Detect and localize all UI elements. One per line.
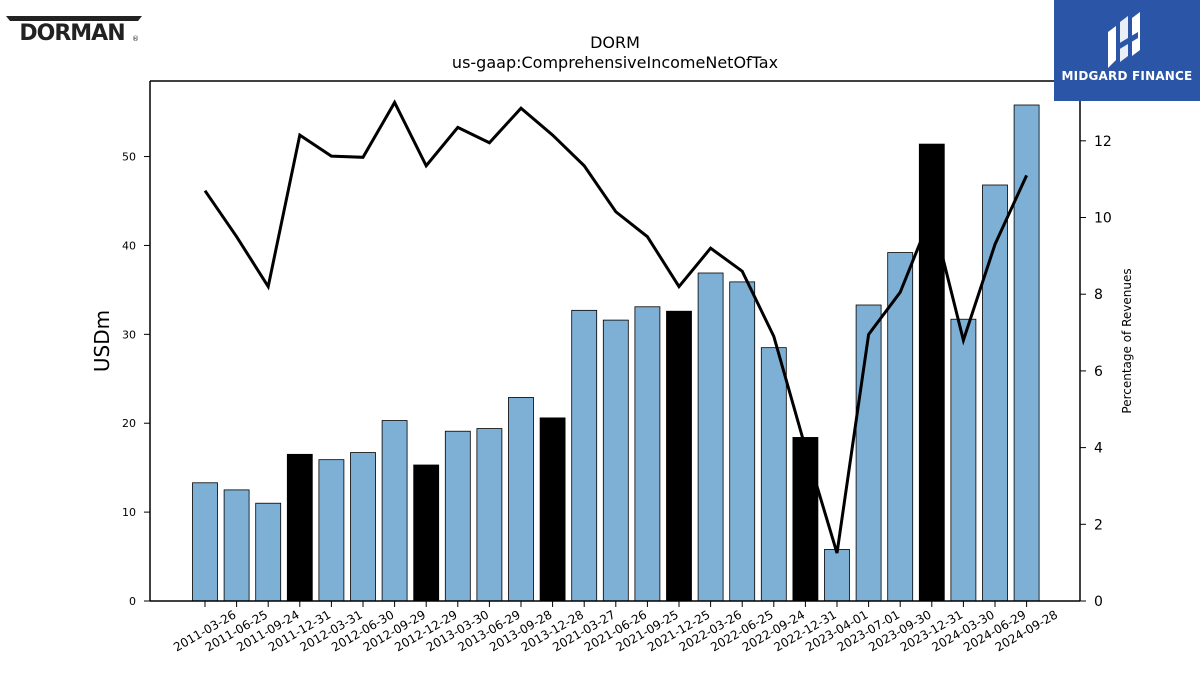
bar-2021-09-25 <box>634 306 661 602</box>
line-series <box>203 99 1028 554</box>
bar-2012-09-29 <box>381 420 408 602</box>
y-tick-label-20: 20 <box>122 417 136 430</box>
dorman-logo: DORMAN ® <box>4 10 144 46</box>
midgard-finance-text: MIDGARD FINANCE <box>1061 69 1193 83</box>
bar-2012-03-31 <box>318 459 345 602</box>
bar-2022-03-26 <box>697 272 724 602</box>
y-tick-label-10: 10 <box>122 506 136 519</box>
bar-2024-03-30 <box>950 318 977 602</box>
midgard-mark-icon <box>1108 12 1140 68</box>
bar-2024-06-29 <box>982 184 1008 602</box>
bar-2011-12-31 <box>286 453 313 602</box>
y2-tick-label-8: 8 <box>1094 287 1103 303</box>
svg-text:®: ® <box>132 35 139 43</box>
bar-2023-07-01 <box>855 304 882 602</box>
bar-series <box>192 104 1040 602</box>
bar-2021-12-25 <box>666 310 692 602</box>
bar-2021-06-26 <box>602 319 629 602</box>
y2-tick-label-6: 6 <box>1094 364 1103 380</box>
bar-2013-03-30 <box>444 430 471 602</box>
y2-tick-label-12: 12 <box>1094 134 1112 150</box>
bar-2022-09-24 <box>760 347 787 602</box>
y-tick-label-0: 0 <box>129 595 136 608</box>
bar-2023-04-01 <box>824 549 850 602</box>
bar-2022-06-25 <box>729 281 756 602</box>
bar-2013-12-28 <box>539 417 566 602</box>
y-tick-label-40: 40 <box>122 239 136 252</box>
chart-subtitle: us-gaap:ComprehensiveIncomeNetOfTax <box>452 53 778 72</box>
bar-2023-09-30 <box>887 252 914 602</box>
y2-tick-label-4: 4 <box>1094 441 1103 457</box>
bar-2021-03-27 <box>571 309 598 602</box>
midgard-finance-logo: MIDGARD FINANCE <box>1054 0 1200 101</box>
bar-2023-12-31 <box>918 143 945 602</box>
y2-axis-label: Percentage of Revenues <box>1120 268 1134 413</box>
y-tick-label-50: 50 <box>122 151 136 164</box>
bar-2011-06-25 <box>223 489 250 602</box>
y2-tick-label-10: 10 <box>1094 211 1112 227</box>
y2-tick-label-0: 0 <box>1094 594 1103 610</box>
bar-2012-06-30 <box>350 452 376 602</box>
bar-2013-09-28 <box>508 397 534 602</box>
y-axis-label: USDm <box>90 310 114 372</box>
svg-text:DORMAN: DORMAN <box>19 21 124 44</box>
bar-2012-12-29 <box>413 464 440 602</box>
bar-2022-12-31 <box>792 437 819 602</box>
bar-2024-09-28 <box>1013 104 1040 602</box>
bar-2013-06-29 <box>476 428 503 602</box>
bar-2011-09-24 <box>255 502 282 602</box>
y-tick-label-30: 30 <box>122 328 136 341</box>
chart-title: DORM <box>590 33 640 52</box>
percentage-line <box>203 99 1028 554</box>
bar-2011-03-26 <box>192 482 218 602</box>
y2-tick-label-2: 2 <box>1094 517 1103 533</box>
